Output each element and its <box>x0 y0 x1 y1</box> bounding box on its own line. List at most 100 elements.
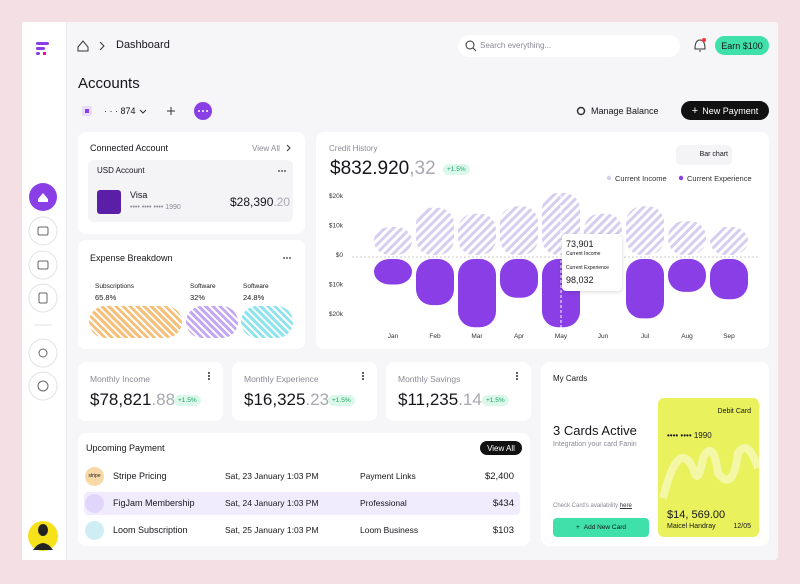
menu-dot <box>286 257 288 259</box>
check-link[interactable]: here <box>619 503 632 509</box>
logo <box>36 42 49 55</box>
tooltip-income-label: Current Income <box>566 251 601 257</box>
chart-toggle[interactable]: Bar chart <box>676 145 732 165</box>
menu-dot <box>516 375 518 377</box>
earn-button[interactable]: Earn $100 <box>715 36 769 55</box>
stat-value: $11,235.14 <box>398 390 482 410</box>
stat-cents: .88 <box>151 390 176 409</box>
bar <box>500 206 538 255</box>
add-icon[interactable] <box>167 107 175 115</box>
x-tick-label: Sep <box>723 333 735 340</box>
menu-dot <box>281 170 283 172</box>
stat-value: $16,325.23 <box>244 390 329 410</box>
card-title: Upcoming Payment <box>86 443 165 453</box>
cards-subtitle: Integration your card Fanin <box>553 441 637 448</box>
cents: ,32 <box>409 158 436 179</box>
card-number: •••• •••• 1990 <box>667 431 712 440</box>
change-badge: +1.5% <box>482 395 509 406</box>
payment-icon: stripe <box>85 467 104 486</box>
menu-dot <box>362 375 364 377</box>
expense-label: Software <box>243 283 269 290</box>
stat-main: $16,325 <box>244 390 306 409</box>
page-title: Accounts <box>78 75 140 92</box>
bar <box>668 221 706 255</box>
x-tick-label: Jan <box>388 333 399 340</box>
menu-dot <box>516 372 518 374</box>
x-tick-label: Apr <box>514 333 525 340</box>
card-pattern <box>659 444 759 499</box>
card-expiry: 12/05 <box>733 523 751 530</box>
add-card-button[interactable]: + Add New Card <box>553 518 649 537</box>
payment-type: Loom Business <box>360 525 419 535</box>
view-all-link[interactable]: View All <box>252 144 280 153</box>
legend-label: Current Experience <box>687 174 752 183</box>
menu-dot <box>283 257 285 259</box>
stat-cents: .23 <box>305 390 330 409</box>
card-title: Expense Breakdown <box>90 253 173 263</box>
check-label: Check Card's availability <box>553 503 619 509</box>
chevron <box>99 41 105 51</box>
card-name: Visa <box>130 190 148 200</box>
stat-card <box>78 362 223 421</box>
bar <box>626 259 664 319</box>
add-card-label: Add New Card <box>583 524 627 531</box>
menu-dot <box>362 378 364 380</box>
visa-tile <box>97 190 121 214</box>
payment-amount: $434 <box>492 498 514 509</box>
expense-label: Subscriptions <box>95 283 135 290</box>
stat-card <box>386 362 531 421</box>
payment-date: Sat, 23 January 1:03 PM <box>225 471 319 481</box>
tooltip: 73,901 Current Income Current Experience… <box>562 234 622 291</box>
account-number[interactable]: · · · 874 <box>104 106 136 116</box>
home-icon[interactable] <box>77 40 89 52</box>
search-box[interactable] <box>458 35 680 57</box>
expense-value: 65.8% <box>95 293 117 302</box>
search-placeholder: Search everything... <box>480 41 552 50</box>
stat-cents: .14 <box>458 390 482 409</box>
cards-headline: 3 Cards Active <box>553 423 637 438</box>
expense-pill <box>241 306 293 338</box>
payment-type: Payment Links <box>360 471 416 481</box>
legend-swatch <box>606 175 612 181</box>
account-panel <box>88 160 293 222</box>
account-type: USD Account <box>97 166 145 175</box>
payment-amount: $2,400 <box>484 471 514 482</box>
bar <box>374 226 412 255</box>
manage-balance[interactable]: Manage Balance <box>591 106 659 116</box>
expense-value: 24.8% <box>243 293 265 302</box>
bar <box>458 213 496 255</box>
payment-type: Professional <box>360 498 407 508</box>
payment-date: Sat, 25 January 1:03 PM <box>225 525 319 535</box>
chart-title: Credit History <box>329 144 378 153</box>
expense-label: Software <box>190 283 216 290</box>
stat-card <box>232 362 377 421</box>
x-tick-label: Mar <box>471 333 483 340</box>
x-tick-label: Jul <box>641 333 650 340</box>
menu-dot <box>208 375 210 377</box>
change-badge: +1.5% <box>328 395 355 406</box>
nav-item[interactable] <box>28 216 58 401</box>
stat-value: $78,821.88 <box>90 390 175 410</box>
change-badge: +1.5% <box>443 164 470 175</box>
bar <box>416 259 454 306</box>
bell[interactable] <box>694 39 706 52</box>
tooltip-experience: 98,032 <box>566 275 594 285</box>
bar <box>416 207 454 255</box>
stat-label: Monthly Income <box>90 374 150 384</box>
menu-dot <box>208 372 210 374</box>
new-payment-label: New Payment <box>702 105 759 116</box>
expense-pill <box>89 306 182 338</box>
change-badge: +1.5% <box>174 395 201 406</box>
view-all-button[interactable]: View All <box>480 441 522 455</box>
card-number: •••• •••• •••• 1990 <box>130 204 181 211</box>
new-payment-button[interactable]: + New Payment <box>681 101 769 120</box>
y-tick-label: $10k <box>329 282 344 289</box>
payment-date: Sat, 24 January 1:03 PM <box>225 498 319 508</box>
payment-name: FigJam Membership <box>113 498 195 508</box>
bar <box>710 259 748 300</box>
cents: .20 <box>273 195 291 209</box>
tooltip-income: 73,901 <box>566 239 594 249</box>
